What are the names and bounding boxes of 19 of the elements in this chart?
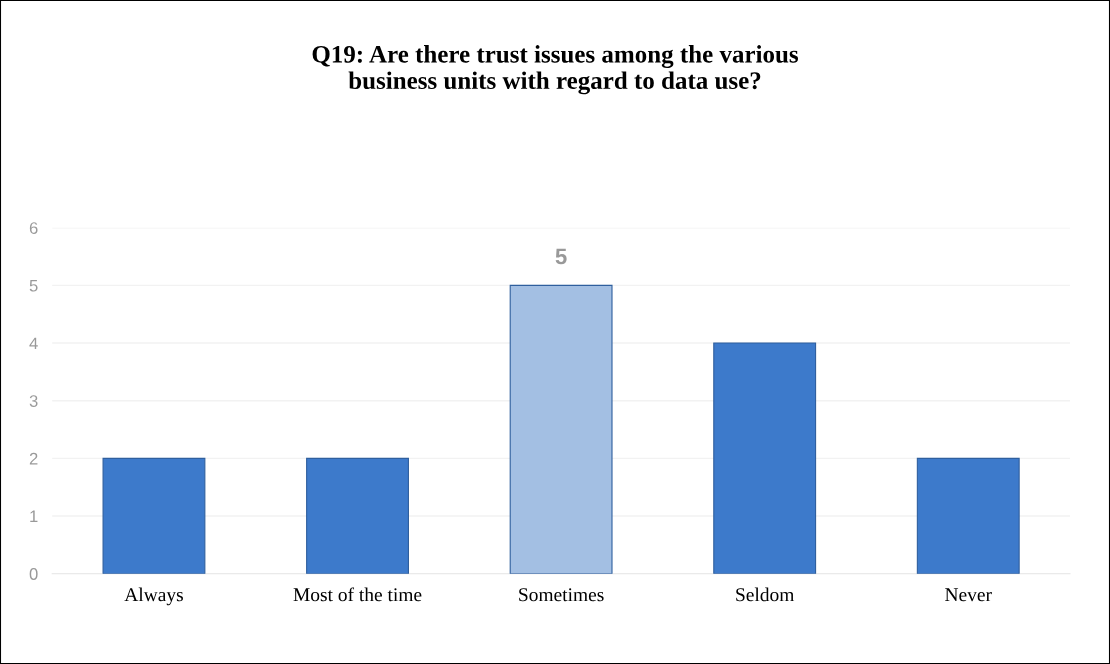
y-tick-label: 3	[29, 395, 38, 407]
bar	[306, 457, 409, 574]
bar	[713, 342, 817, 574]
data-label: 5	[555, 248, 567, 265]
chart-title: Q19: Are there trust issues among the various business units with regard to data use?	[312, 45, 799, 95]
y-tick-label: 1	[30, 510, 38, 523]
x-tick-label: Always	[124, 587, 183, 606]
y-tick-label: 2	[29, 452, 38, 465]
x-tick-label: Most of the time	[293, 587, 422, 602]
x-tick-label: Sometimes	[519, 588, 604, 602]
y-tick-label: 0	[29, 568, 38, 580]
bar	[102, 457, 206, 574]
y-tick-label: 6	[29, 222, 38, 234]
bar	[916, 457, 1020, 574]
x-tick-label: Never	[945, 588, 992, 602]
y-tick-label: 5	[29, 279, 38, 292]
y-tick-label: 4	[29, 337, 38, 350]
x-tick-label: Seldom	[736, 587, 795, 602]
bar	[509, 284, 613, 574]
